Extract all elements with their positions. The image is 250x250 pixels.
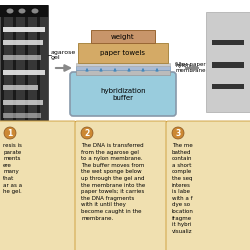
Bar xyxy=(76,70,170,75)
Bar xyxy=(16,17,25,120)
Ellipse shape xyxy=(32,8,38,14)
Text: resis is
parate
ments
ere
many
that
ar as a
he gel.: resis is parate ments ere many that ar a… xyxy=(3,143,22,194)
Text: hybridization
buffer: hybridization buffer xyxy=(100,88,146,101)
Text: 2: 2 xyxy=(84,128,89,138)
Bar xyxy=(212,40,244,45)
Bar xyxy=(28,17,37,120)
Text: The me
bathed
contain
a short
comple
the seq
interes
is labe
with a f
dye so
loc: The me bathed contain a short comple the… xyxy=(172,143,194,234)
Text: nylon
membrane: nylon membrane xyxy=(175,62,206,74)
Circle shape xyxy=(81,127,93,139)
Bar xyxy=(4,17,13,120)
Bar xyxy=(40,17,49,120)
Text: weight: weight xyxy=(111,34,135,40)
Bar xyxy=(0,5,48,17)
Bar xyxy=(3,100,43,105)
Bar xyxy=(3,40,43,45)
Bar xyxy=(78,43,168,63)
Circle shape xyxy=(172,127,184,139)
Bar xyxy=(212,84,244,89)
FancyBboxPatch shape xyxy=(166,121,250,250)
Text: agarose
gel: agarose gel xyxy=(51,50,76,60)
Bar xyxy=(3,113,41,118)
Circle shape xyxy=(4,127,16,139)
Bar xyxy=(3,70,45,75)
Text: 1: 1 xyxy=(8,128,12,138)
Text: 3: 3 xyxy=(176,128,180,138)
Bar xyxy=(3,27,45,32)
Ellipse shape xyxy=(18,8,26,14)
FancyBboxPatch shape xyxy=(75,121,167,250)
Bar xyxy=(76,63,170,66)
FancyBboxPatch shape xyxy=(0,121,76,250)
Bar xyxy=(91,30,155,43)
Bar xyxy=(0,5,48,120)
Bar xyxy=(76,66,170,70)
Bar xyxy=(3,85,38,90)
Bar xyxy=(212,62,244,68)
FancyBboxPatch shape xyxy=(70,72,176,116)
Text: filter paper: filter paper xyxy=(175,62,206,67)
Bar xyxy=(206,12,250,112)
Text: The DNA is transferred
from the agarose gel
to a nylon membrane.
The buffer move: The DNA is transferred from the agarose … xyxy=(81,143,145,220)
Ellipse shape xyxy=(6,8,14,14)
Bar xyxy=(3,55,41,60)
Text: paper towels: paper towels xyxy=(100,50,146,56)
